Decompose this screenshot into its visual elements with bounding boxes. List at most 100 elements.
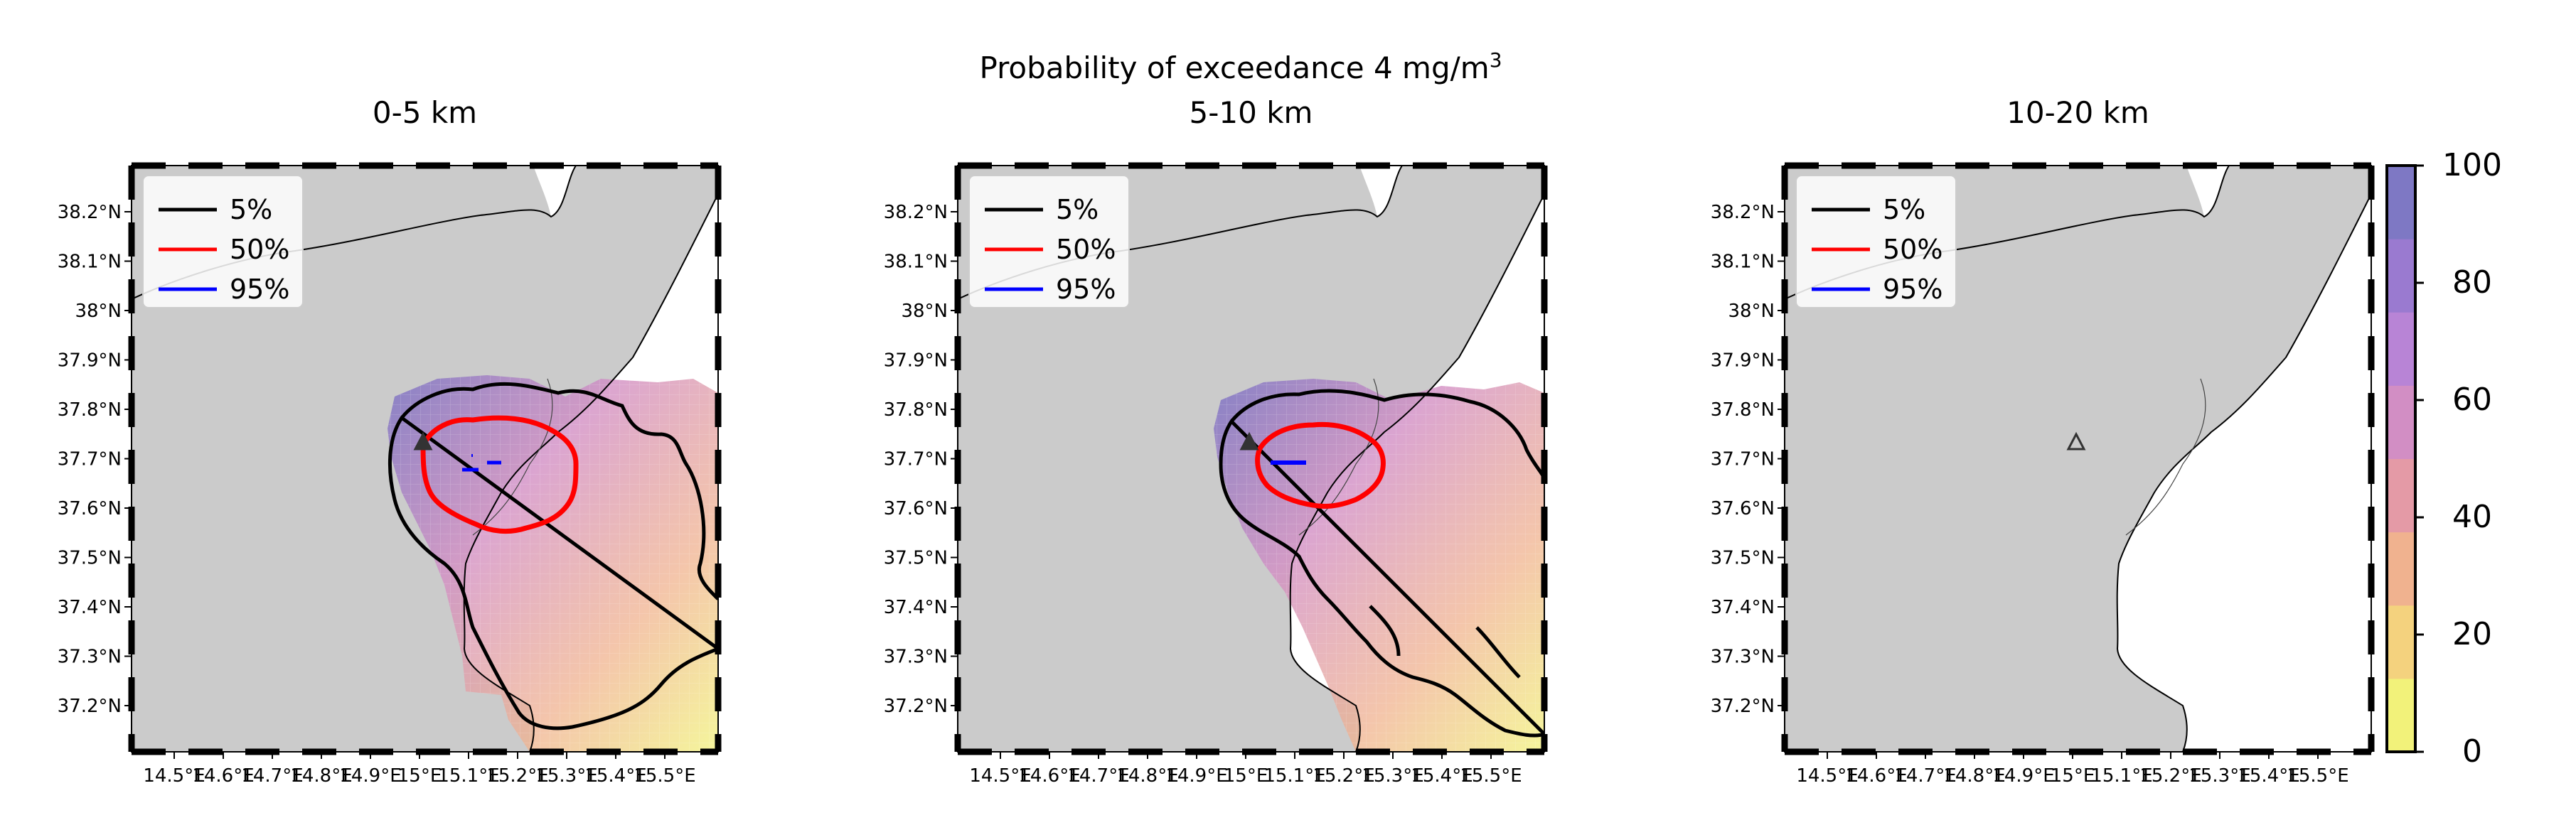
- lon-label: 14.8°E: [290, 765, 352, 787]
- map-panel-5-10km: 38.2°N 38.1°N 38°N 37.9°N 37.8°N 37.7°N 37.6°N…: [884, 95, 1548, 787]
- lat-label: 37.9°N: [58, 350, 122, 372]
- lat-label: 37.4°N: [884, 597, 948, 618]
- lat-label: 37.3°N: [58, 647, 122, 668]
- colorbar-border: [2385, 164, 2417, 753]
- legend-label: 95%: [1883, 274, 1942, 305]
- lat-label: 37.5°N: [58, 548, 122, 569]
- contour-50-percent: [420, 415, 579, 534]
- lat-label: 37.8°N: [884, 399, 948, 421]
- lon-label: 15.2°E: [1313, 765, 1374, 787]
- volcano-vent-icon: [413, 431, 433, 451]
- lat-label: 38°N: [75, 301, 122, 322]
- lat-label: 37.9°N: [884, 350, 948, 372]
- contour-5-percent: [1219, 389, 1544, 738]
- lon-label: 14.6°E: [192, 765, 254, 787]
- lat-label: 38.2°N: [884, 202, 948, 223]
- legend-label: 5%: [230, 194, 272, 225]
- lat-label: 37.2°N: [1711, 696, 1775, 717]
- colorbar-tick-label: 100: [2442, 147, 2502, 183]
- lon-label: 14.9°E: [1992, 765, 2054, 787]
- colorbar: 0 20 40 60 80 100: [2385, 147, 2502, 770]
- colorbar-segment: [2387, 312, 2415, 386]
- lon-label: 15.2°E: [2139, 765, 2201, 787]
- lat-label: 37.7°N: [884, 449, 948, 470]
- lon-label: 14.5°E: [143, 765, 205, 787]
- colorbar-segment: [2387, 605, 2415, 679]
- colorbar-tick-label: 60: [2452, 382, 2492, 418]
- lat-label: 37.4°N: [1711, 597, 1775, 618]
- lon-label: 15°E: [397, 765, 442, 787]
- legend: 5% 50% 95%: [968, 175, 1130, 308]
- lon-label: 14.8°E: [1943, 765, 2005, 787]
- lon-label: 15.3°E: [2188, 765, 2250, 787]
- legend-label: 95%: [230, 274, 289, 305]
- lon-label: 15.5°E: [2287, 765, 2348, 787]
- legend-label: 5%: [1056, 194, 1099, 225]
- lon-label: 15.4°E: [584, 765, 646, 787]
- volcano-vent-icon: [2066, 431, 2086, 451]
- lat-label: 37.6°N: [58, 498, 122, 519]
- colorbar-tick-label: 20: [2452, 616, 2492, 652]
- lon-label: 14.7°E: [1894, 765, 1956, 787]
- map-panel-0-5km: 38.2°N 38.1°N 38°N 37.9°N 37.8°N 37.7°N 37.6°N…: [58, 95, 722, 787]
- lon-label: 15.4°E: [1411, 765, 1473, 787]
- figure-title: Probability of exceedance 4 mg/m3: [979, 48, 1502, 85]
- lat-label: 37.2°N: [58, 696, 122, 717]
- lat-label: 37.2°N: [884, 696, 948, 717]
- region-border: [472, 378, 553, 536]
- colorbar-segment: [2387, 239, 2415, 313]
- lon-label: 14.8°E: [1116, 765, 1178, 787]
- legend: 5% 50% 95%: [1795, 175, 1957, 308]
- lat-label: 37.8°N: [58, 399, 122, 421]
- volcano-vent-icon: [1239, 431, 1259, 451]
- panel-title: 5-10 km: [1190, 95, 1313, 130]
- lon-label: 14.6°E: [1845, 765, 1907, 787]
- panel-title: 10-20 km: [2006, 95, 2149, 130]
- lon-label: 15°E: [2051, 765, 2095, 787]
- colorbar-segment: [2387, 532, 2415, 606]
- panel-title: 0-5 km: [373, 95, 477, 130]
- colorbar-segment: [2387, 678, 2415, 753]
- lat-label: 38.2°N: [58, 202, 122, 223]
- lat-label: 37.7°N: [58, 449, 122, 470]
- lat-label: 37.7°N: [1711, 449, 1775, 470]
- lon-label: 14.7°E: [241, 765, 303, 787]
- lon-label: 15.1°E: [1263, 765, 1325, 787]
- legend-label: 50%: [1056, 234, 1116, 265]
- lat-label: 38.1°N: [58, 252, 122, 273]
- lat-label: 38°N: [1728, 301, 1775, 322]
- contour-5-percent: [388, 382, 718, 730]
- lon-label: 14.5°E: [1796, 765, 1858, 787]
- lon-label: 15.5°E: [634, 765, 695, 787]
- colorbar-segment: [2387, 458, 2415, 533]
- legend-label: 50%: [230, 234, 289, 265]
- lon-label: 15°E: [1224, 765, 1268, 787]
- colorbar-tick-label: 80: [2452, 264, 2492, 301]
- lon-label: 15.1°E: [2090, 765, 2152, 787]
- legend: 5% 50% 95%: [142, 175, 304, 308]
- lat-label: 37.3°N: [1711, 647, 1775, 668]
- lon-label: 14.6°E: [1018, 765, 1080, 787]
- lat-label: 37.4°N: [58, 597, 122, 618]
- lon-label: 15.5°E: [1460, 765, 1522, 787]
- lon-label: 15.4°E: [2238, 765, 2299, 787]
- colorbar-segment: [2387, 166, 2415, 239]
- probability-grid: [1214, 379, 1544, 752]
- legend-label: 50%: [1883, 234, 1942, 265]
- region-border: [2125, 378, 2206, 536]
- lat-label: 38.1°N: [1711, 252, 1775, 273]
- lat-label: 37.5°N: [1711, 548, 1775, 569]
- lon-label: 15.2°E: [486, 765, 548, 787]
- lon-label: 14.9°E: [339, 765, 401, 787]
- lat-label: 37.8°N: [1711, 399, 1775, 421]
- colorbar-segment: [2387, 385, 2415, 459]
- lon-label: 14.7°E: [1067, 765, 1129, 787]
- lon-label: 15.1°E: [437, 765, 499, 787]
- lon-label: 15.3°E: [535, 765, 597, 787]
- lat-label: 37.3°N: [884, 647, 948, 668]
- legend-label: 5%: [1883, 194, 1925, 225]
- lon-label: 14.9°E: [1165, 765, 1227, 787]
- colorbar-tick-label: 0: [2462, 733, 2482, 770]
- lat-label: 37.6°N: [884, 498, 948, 519]
